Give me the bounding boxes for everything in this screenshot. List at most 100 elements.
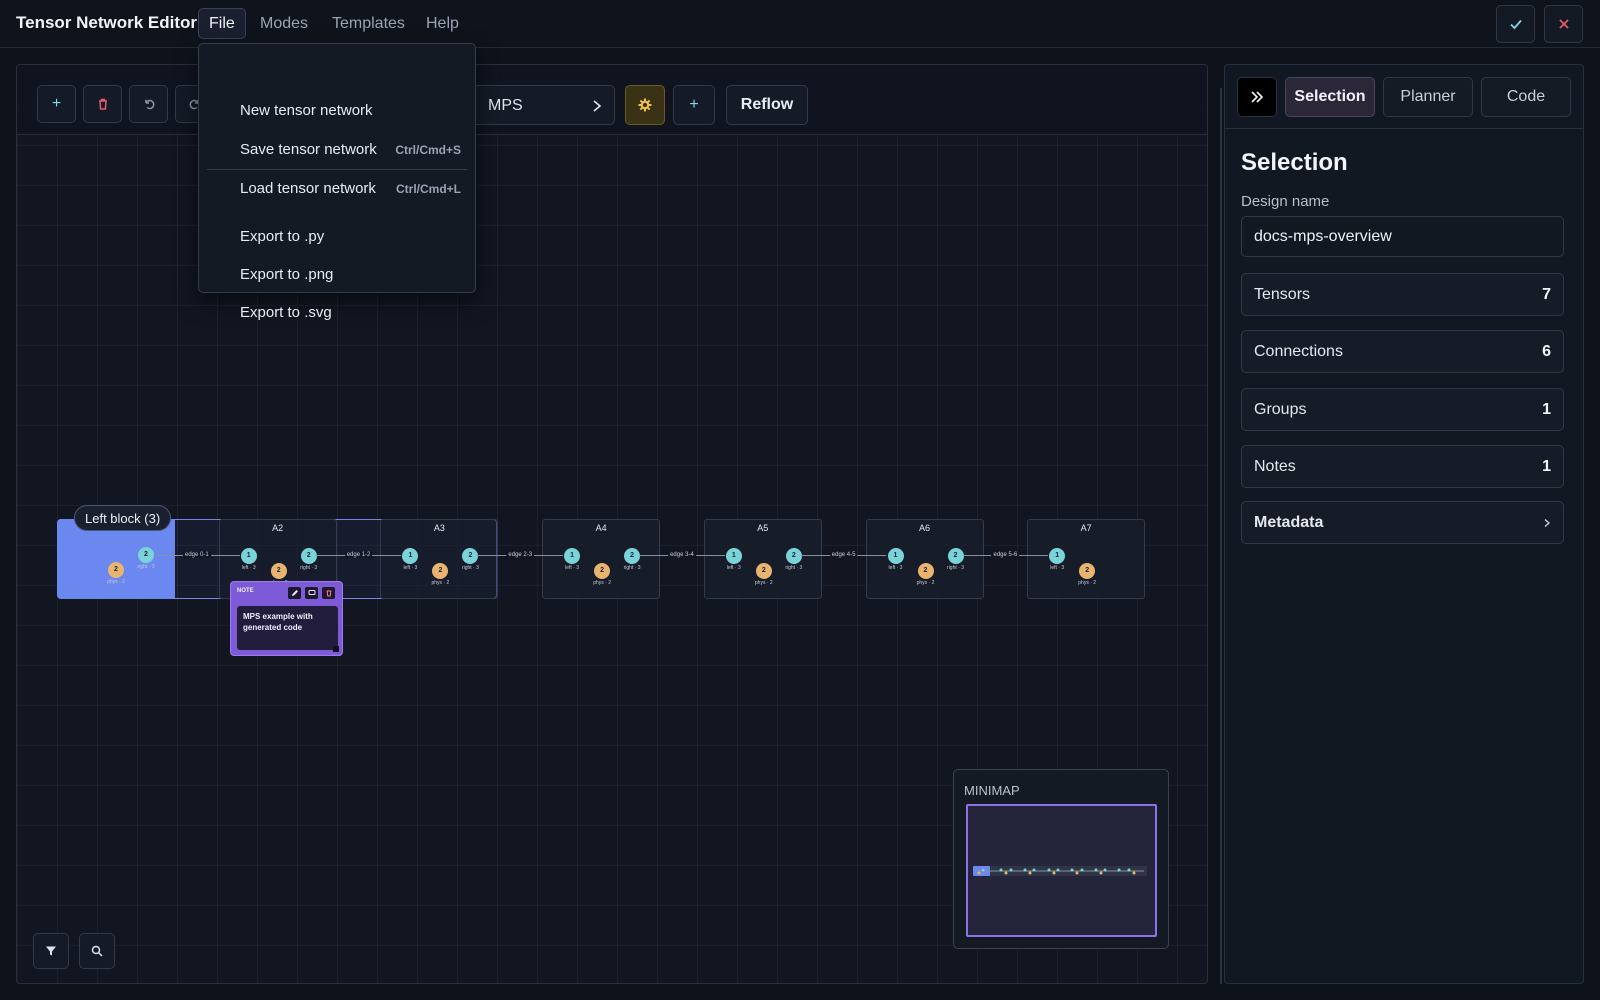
port-label: right · 3	[300, 565, 318, 571]
template-select[interactable]: MPS	[467, 85, 615, 125]
notes-row[interactable]: Notes 1	[1241, 445, 1564, 488]
port-left[interactable]: 1	[240, 548, 257, 564]
tensor-node[interactable]: A7 1 left · 3 2 phys · 2	[1027, 519, 1146, 599]
port-left[interactable]: 1	[725, 548, 742, 564]
tensor-node[interactable]: A4 1 left · 3 2 right · 3 2 phys · 2	[542, 519, 661, 599]
port-left[interactable]: 1	[1049, 548, 1066, 564]
tab-selection[interactable]: Selection	[1285, 77, 1375, 117]
gear-icon	[638, 98, 652, 112]
edge-label: edge 2-3	[506, 552, 535, 558]
port-phys[interactable]: 2	[270, 563, 287, 579]
groups-count: 1	[1542, 400, 1551, 418]
port-label: left · 3	[888, 565, 903, 571]
port-phys[interactable]: 2	[432, 563, 449, 579]
port-left[interactable]: 1	[887, 548, 904, 564]
design-name-input[interactable]: docs-mps-overview	[1241, 216, 1564, 257]
port-phys[interactable]: 2	[917, 563, 934, 579]
port-left[interactable]: 1	[402, 548, 419, 564]
port-label: phys · 2	[107, 579, 125, 585]
port-phys[interactable]: 2	[1079, 563, 1096, 579]
menu-load-network-label: Load tensor network	[240, 180, 376, 197]
menu-export-png[interactable]: Export to .png	[199, 258, 475, 292]
group-label[interactable]: Left block (3)	[74, 505, 172, 531]
port-label: right · 3	[785, 565, 803, 571]
delete-button[interactable]	[83, 85, 122, 123]
port-right[interactable]: 2	[624, 548, 641, 564]
port-right[interactable]: 2	[947, 548, 964, 564]
panel-resize-handle[interactable]	[1220, 88, 1222, 984]
tensors-row[interactable]: Tensors 7	[1241, 273, 1564, 316]
filter-button[interactable]	[33, 933, 69, 969]
edge-label: edge 1-2	[344, 552, 373, 558]
minimap-network-preview	[973, 866, 1147, 876]
port-label: left · 3	[565, 565, 580, 571]
port-label: right · 3	[623, 565, 641, 571]
search-button[interactable]	[79, 933, 115, 969]
menu-new-network[interactable]: New tensor network	[199, 94, 475, 128]
port-label: phys · 2	[1078, 580, 1097, 586]
tab-code[interactable]: Code	[1481, 77, 1571, 117]
menu-export-py[interactable]: Export to .py	[199, 220, 475, 254]
metadata-row[interactable]: Metadata	[1241, 501, 1564, 544]
menu-templates[interactable]: Templates	[332, 15, 405, 32]
menu-export-py-label: Export to .py	[240, 228, 325, 245]
undo-button[interactable]	[129, 85, 168, 123]
filter-icon	[46, 946, 56, 956]
tensor-name: A2	[272, 523, 284, 533]
port-right[interactable]: 2	[785, 548, 802, 564]
minimap[interactable]: MINIMAP	[953, 769, 1169, 949]
menu-help[interactable]: Help	[426, 15, 459, 32]
note-delete-button[interactable]	[322, 587, 335, 599]
reflow-button[interactable]: Reflow	[726, 85, 808, 125]
groups-row[interactable]: Groups 1	[1241, 388, 1564, 431]
port-phys[interactable]: 2	[108, 562, 124, 578]
note-text[interactable]: MPS example with generated code	[237, 606, 338, 650]
load-shortcut: Ctrl/Cmd+L	[395, 182, 461, 196]
port-left[interactable]: 1	[564, 548, 581, 564]
port-phys[interactable]: 2	[755, 563, 772, 579]
connections-row[interactable]: Connections 6	[1241, 330, 1564, 373]
metadata-label: Metadata	[1254, 513, 1324, 531]
settings-button[interactable]	[625, 85, 665, 125]
port-label: right · 3	[137, 564, 155, 570]
trash-icon	[98, 98, 107, 110]
edge-label: edge 4-5	[829, 552, 858, 558]
add-tensor-button[interactable]: +	[37, 85, 76, 123]
tensor-name: A6	[918, 523, 930, 533]
menu-modes[interactable]: Modes	[260, 15, 309, 32]
port-right[interactable]: 2	[138, 547, 154, 563]
comment-icon	[308, 590, 315, 595]
tensor-name: A5	[757, 523, 769, 533]
tensor-node[interactable]: A5 1 left · 3 2 right · 3 2 phys · 2	[703, 519, 822, 599]
port-right[interactable]: 2	[300, 548, 317, 564]
menu-save-network[interactable]: Save tensor network Ctrl/Cmd+S	[199, 133, 475, 167]
canvas-panel[interactable]: + MPS + Reflow Left block (3) 2 right · 3…	[16, 64, 1208, 984]
tensor-node[interactable]: A3 1 left · 3 2 right · 3 2 phys · 2	[380, 519, 499, 599]
plus-icon: +	[51, 95, 62, 112]
confirm-button[interactable]	[1496, 5, 1535, 43]
note-resize-handle[interactable]	[333, 646, 339, 652]
tensor-name: A7	[1080, 523, 1092, 533]
tensor-name: A4	[595, 523, 607, 533]
app-title: Tensor Network Editor	[16, 13, 198, 32]
note-edit-button[interactable]	[288, 587, 301, 599]
menu-file[interactable]: File	[198, 8, 246, 39]
port-label: phys · 2	[754, 580, 773, 586]
note-comment-button[interactable]	[305, 587, 318, 599]
tensor-node[interactable]: A6 1 left · 3 2 right · 3 2 phys · 2	[865, 519, 984, 599]
add-button[interactable]: +	[673, 85, 715, 125]
collapse-panel-button[interactable]	[1237, 77, 1277, 117]
minimap-viewport[interactable]	[966, 804, 1157, 937]
close-button[interactable]	[1544, 5, 1583, 43]
chevron-right-icon	[1544, 518, 1551, 527]
menu-export-svg[interactable]: Export to .svg	[199, 296, 475, 330]
design-name-label: Design name	[1241, 193, 1330, 210]
tab-planner[interactable]: Planner	[1383, 77, 1473, 117]
close-icon	[1558, 19, 1569, 29]
port-right[interactable]: 2	[462, 548, 479, 564]
menu-load-network[interactable]: Load tensor network Ctrl/Cmd+L	[199, 172, 475, 206]
notes-label: Notes	[1254, 457, 1296, 475]
tensor-node[interactable]: 2 right · 3 2 phys · 2	[57, 519, 175, 599]
note-card[interactable]: NOTE MPS example with generated code	[230, 581, 343, 656]
port-phys[interactable]: 2	[594, 563, 611, 579]
